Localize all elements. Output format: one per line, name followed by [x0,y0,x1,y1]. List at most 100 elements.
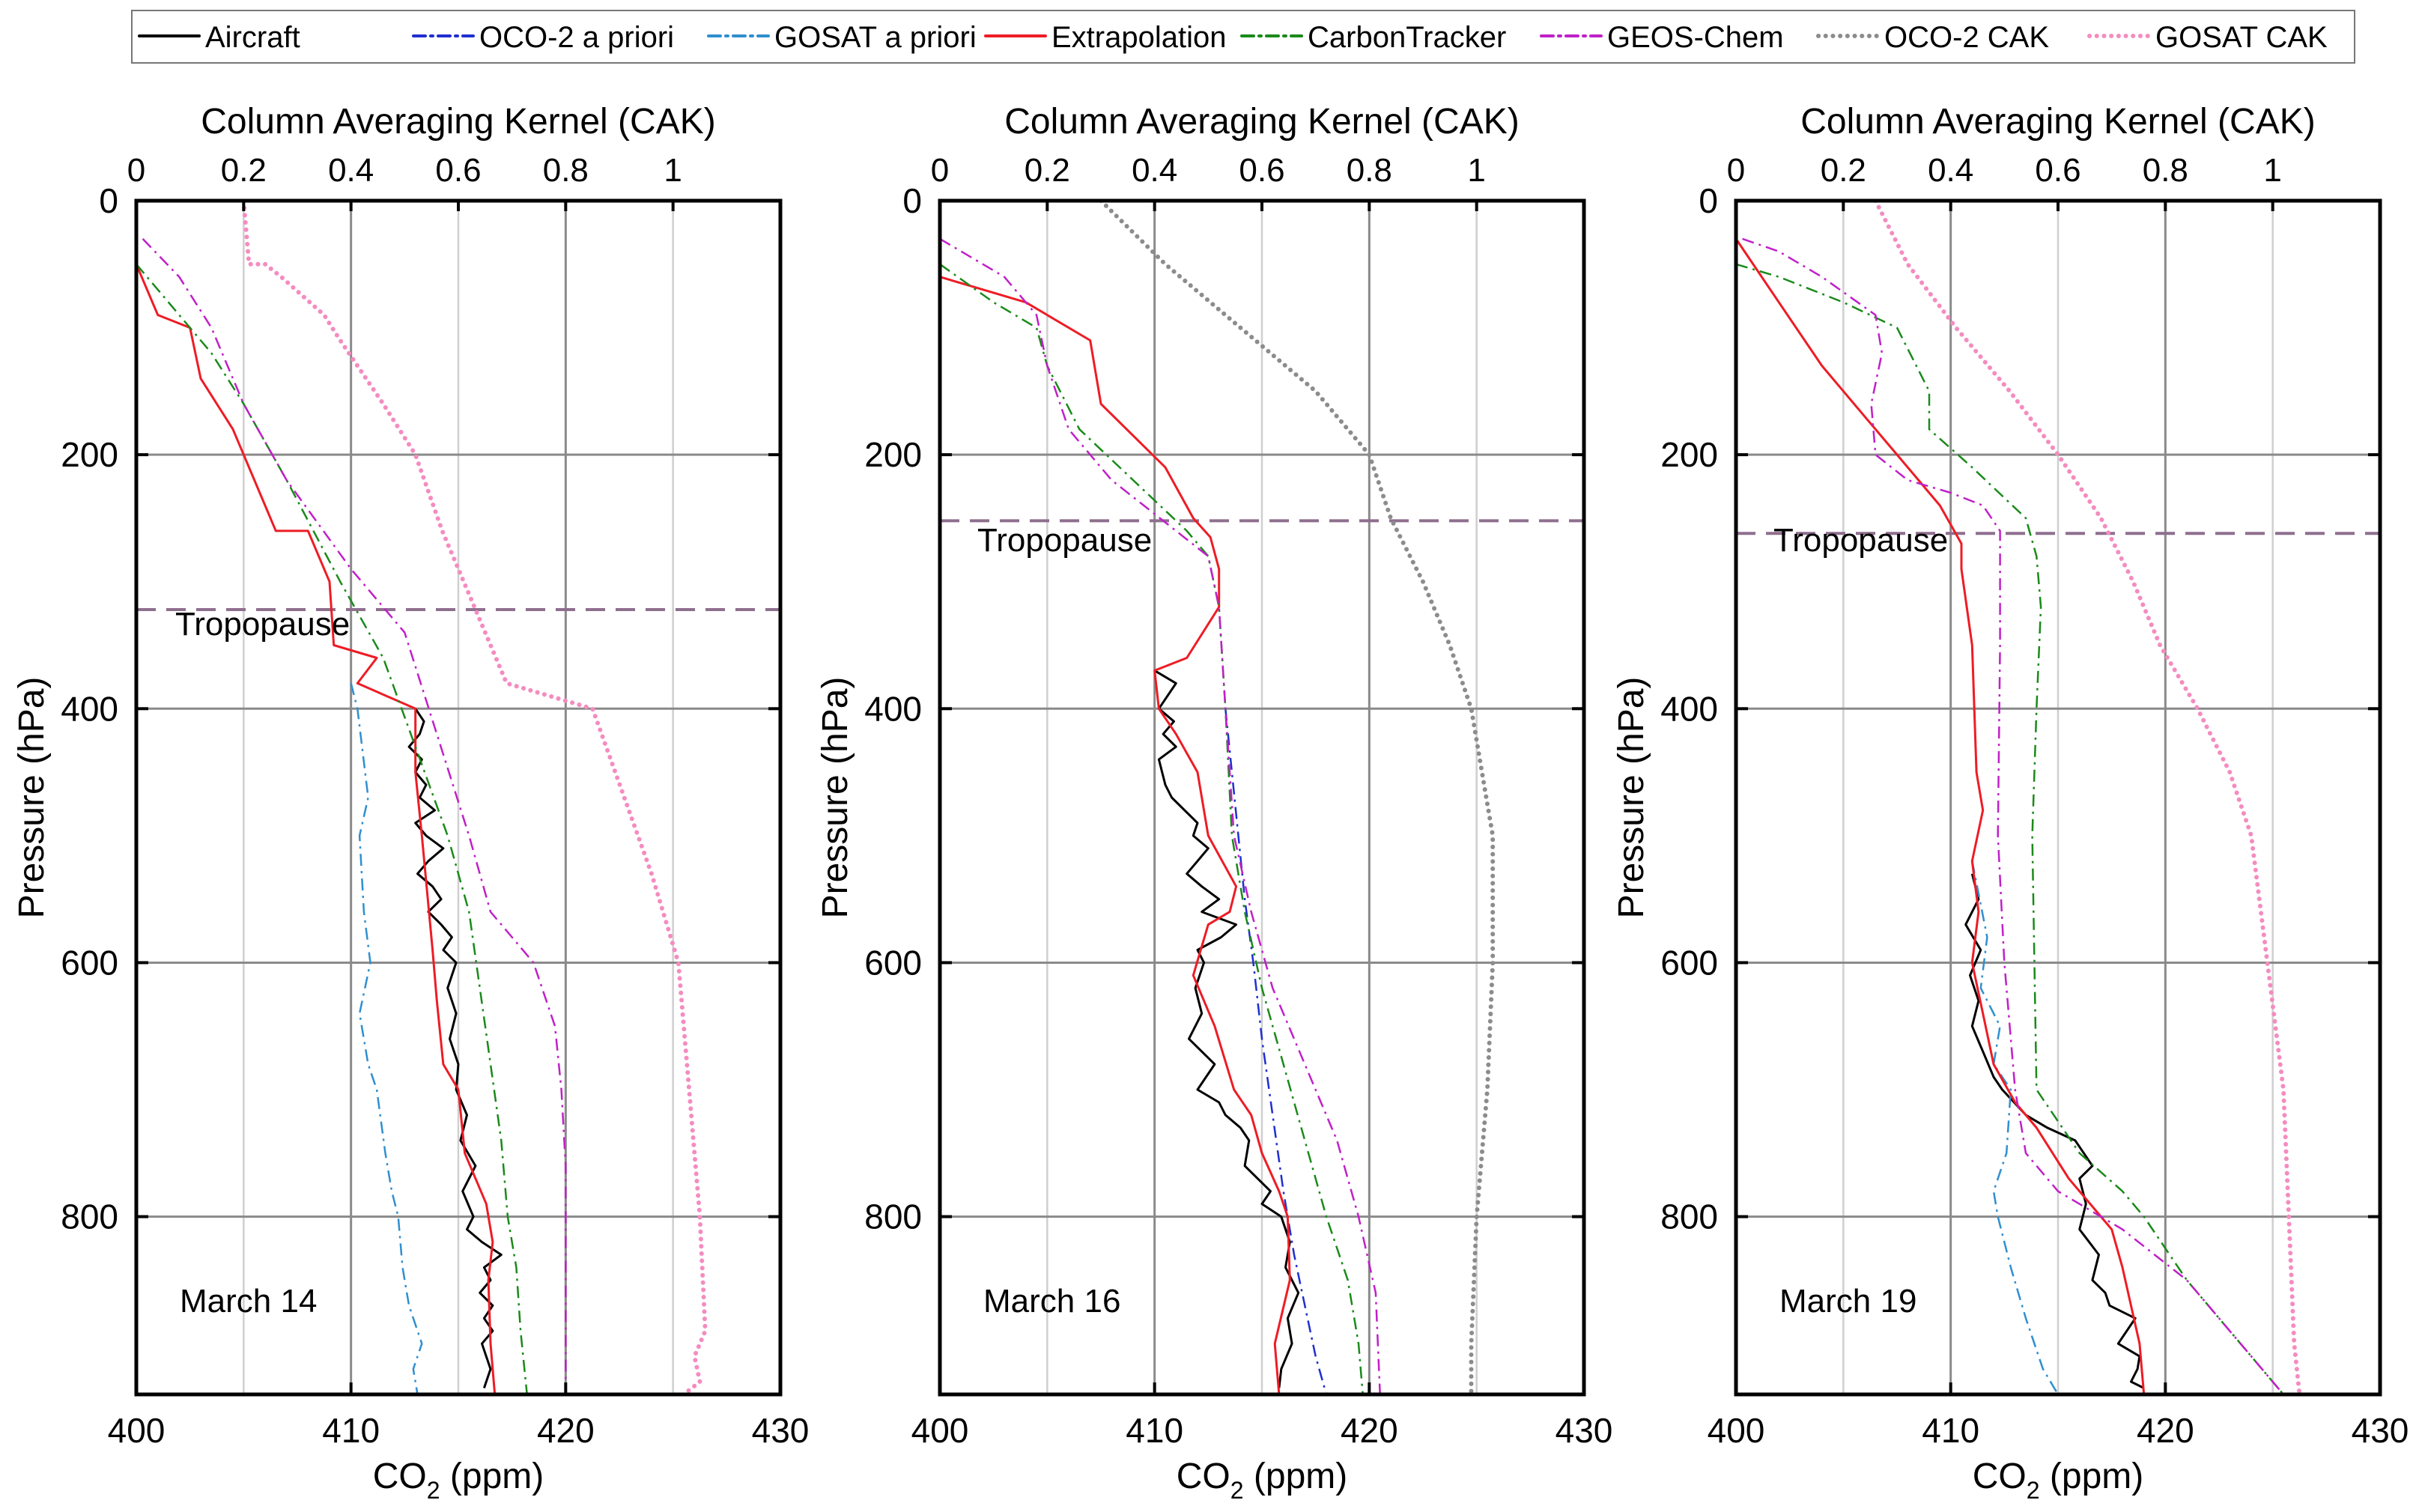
x-tick-label: 410 [1922,1411,1979,1450]
x-tick-label: 400 [911,1411,969,1450]
y-tick-label: 600 [1660,943,1718,982]
x-axis-title-unit: (ppm) [2040,1457,2144,1496]
cak-tick-label: 0.4 [328,152,374,189]
y-tick-label: 400 [1660,689,1718,728]
x-axis-title-co: CO [373,1457,427,1496]
date-annotation: March 19 [1779,1283,1916,1320]
series-aircraft [407,708,503,1388]
y-tick-label: 400 [61,689,118,728]
cak-tick-label: 0.6 [1239,152,1284,189]
cak-tick-label: 0.6 [435,152,481,189]
legend-label: OCO-2 CAK [1884,21,2049,54]
legend-label: GEOS-Chem [1607,21,1784,54]
series-carbontracker [1736,263,2284,1394]
cak-tick-label: 1 [2263,152,2281,189]
y-tick-label: 800 [1660,1197,1718,1236]
legend-item-carbontracker: CarbonTracker [1240,21,1506,54]
gridlines [1736,201,2380,1394]
series-gosat-a-priori [1971,860,2060,1394]
series-gosat-a-priori [350,683,423,1394]
series-gosat-cak [241,201,708,1394]
y-tick-label: 400 [864,689,922,728]
x-tick-label: 430 [1556,1411,1613,1450]
x-tick-label: 400 [108,1411,166,1450]
legend-item-oco-2-a-priori: OCO-2 a priori [412,21,674,54]
x-axis-title: CO2 (ppm) [1973,1457,2143,1504]
gridlines [940,201,1584,1394]
legend-item-extrapolation: Extrapolation [984,21,1226,54]
series-group [1736,201,2380,1394]
legend-label: OCO-2 a priori [479,21,674,54]
x-axis-title-co: CO [1177,1457,1230,1496]
top-axis-title: Column Averaging Kernel (CAK) [1800,102,2315,142]
axis-ticks: 400 410 420 430 0 0.2 0.4 0.6 0.8 1 0 200 400 600 800 [864,152,1612,1450]
series-geos-chem [1742,237,2284,1394]
legend-label: Extrapolation [1051,21,1226,54]
x-tick-label: 420 [2137,1411,2194,1450]
y-tick-label: 800 [61,1197,118,1236]
y-axis-title: Pressure (hPa) [12,677,52,919]
y-tick-label: 600 [864,943,922,982]
cak-tick-label: 1 [664,152,682,189]
cak-tick-label: 0.2 [221,152,267,189]
cak-tick-label: 0.6 [2035,152,2080,189]
date-annotation: March 16 [983,1283,1120,1320]
y-tick-label: 200 [1660,435,1718,474]
x-axis-title-subscript: 2 [1230,1477,1244,1504]
series-carbontracker [136,263,528,1394]
top-axis-title: Column Averaging Kernel (CAK) [1004,102,1519,142]
legend-label: CarbonTracker [1308,21,1506,54]
cak-tick-label: 1 [1467,152,1485,189]
x-tick-label: 410 [1126,1411,1183,1450]
x-tick-label: 430 [2352,1411,2409,1450]
x-tick-label: 420 [1341,1411,1398,1450]
tropopause-label: Tropopause [1773,522,1948,559]
legend-item-gosat-a-priori: GOSAT a priori [707,21,977,54]
x-tick-label: 400 [1708,1411,1765,1450]
y-tick-label: 200 [61,435,118,474]
series-gosat-cak [1873,201,2302,1394]
x-axis-title-unit: (ppm) [440,1457,544,1496]
y-tick-label: 0 [902,181,922,220]
axis-ticks: 400 410 420 430 0 0.2 0.4 0.6 0.8 1 0 200 400 600 800 [1660,152,2409,1450]
x-axis-title-co: CO [1973,1457,2027,1496]
cak-tick-label: 0.8 [543,152,589,189]
series-oco-2-a-priori [1224,708,1328,1394]
cak-tick-label: 0 [127,152,145,189]
gridlines [136,201,780,1394]
cak-tick-label: 0 [931,152,949,189]
series-aircraft [1964,873,2145,1389]
y-tick-label: 0 [1699,181,1718,220]
series-extrapolation [940,276,1291,1394]
cak-tick-label: 0 [1727,152,1745,189]
series-oco-2-cak [1099,201,1496,1394]
legend-item-gosat-cak: GOSAT CAK [2087,21,2328,54]
y-tick-label: 0 [99,181,118,220]
series-geos-chem [142,238,567,1394]
x-axis-title: CO2 (ppm) [373,1457,544,1504]
series-group [136,201,780,1394]
x-tick-label: 430 [752,1411,810,1450]
top-axis-title: Column Averaging Kernel (CAK) [201,102,715,142]
tropopause-label: Tropopause [977,522,1152,559]
y-tick-label: 800 [864,1197,922,1236]
y-tick-label: 600 [61,943,118,982]
y-axis-title: Pressure (hPa) [1612,677,1651,919]
series-aircraft [1153,670,1300,1388]
series-geos-chem [940,237,1381,1394]
x-tick-label: 410 [322,1411,380,1450]
date-annotation: March 14 [180,1283,317,1320]
x-axis-title-subscript: 2 [427,1477,440,1504]
x-axis-title: CO2 (ppm) [1177,1457,1347,1504]
series-extrapolation [1736,238,2146,1394]
legend: Aircraft OCO-2 a priori GOSAT a priori Extr… [131,10,2355,64]
series-group [940,201,1584,1394]
legend-label: Aircraft [205,21,300,54]
x-axis-title-subscript: 2 [2027,1477,2040,1504]
x-tick-label: 420 [537,1411,595,1450]
legend-item-aircraft: Aircraft [138,21,300,54]
cak-tick-label: 0.4 [1132,152,1177,189]
